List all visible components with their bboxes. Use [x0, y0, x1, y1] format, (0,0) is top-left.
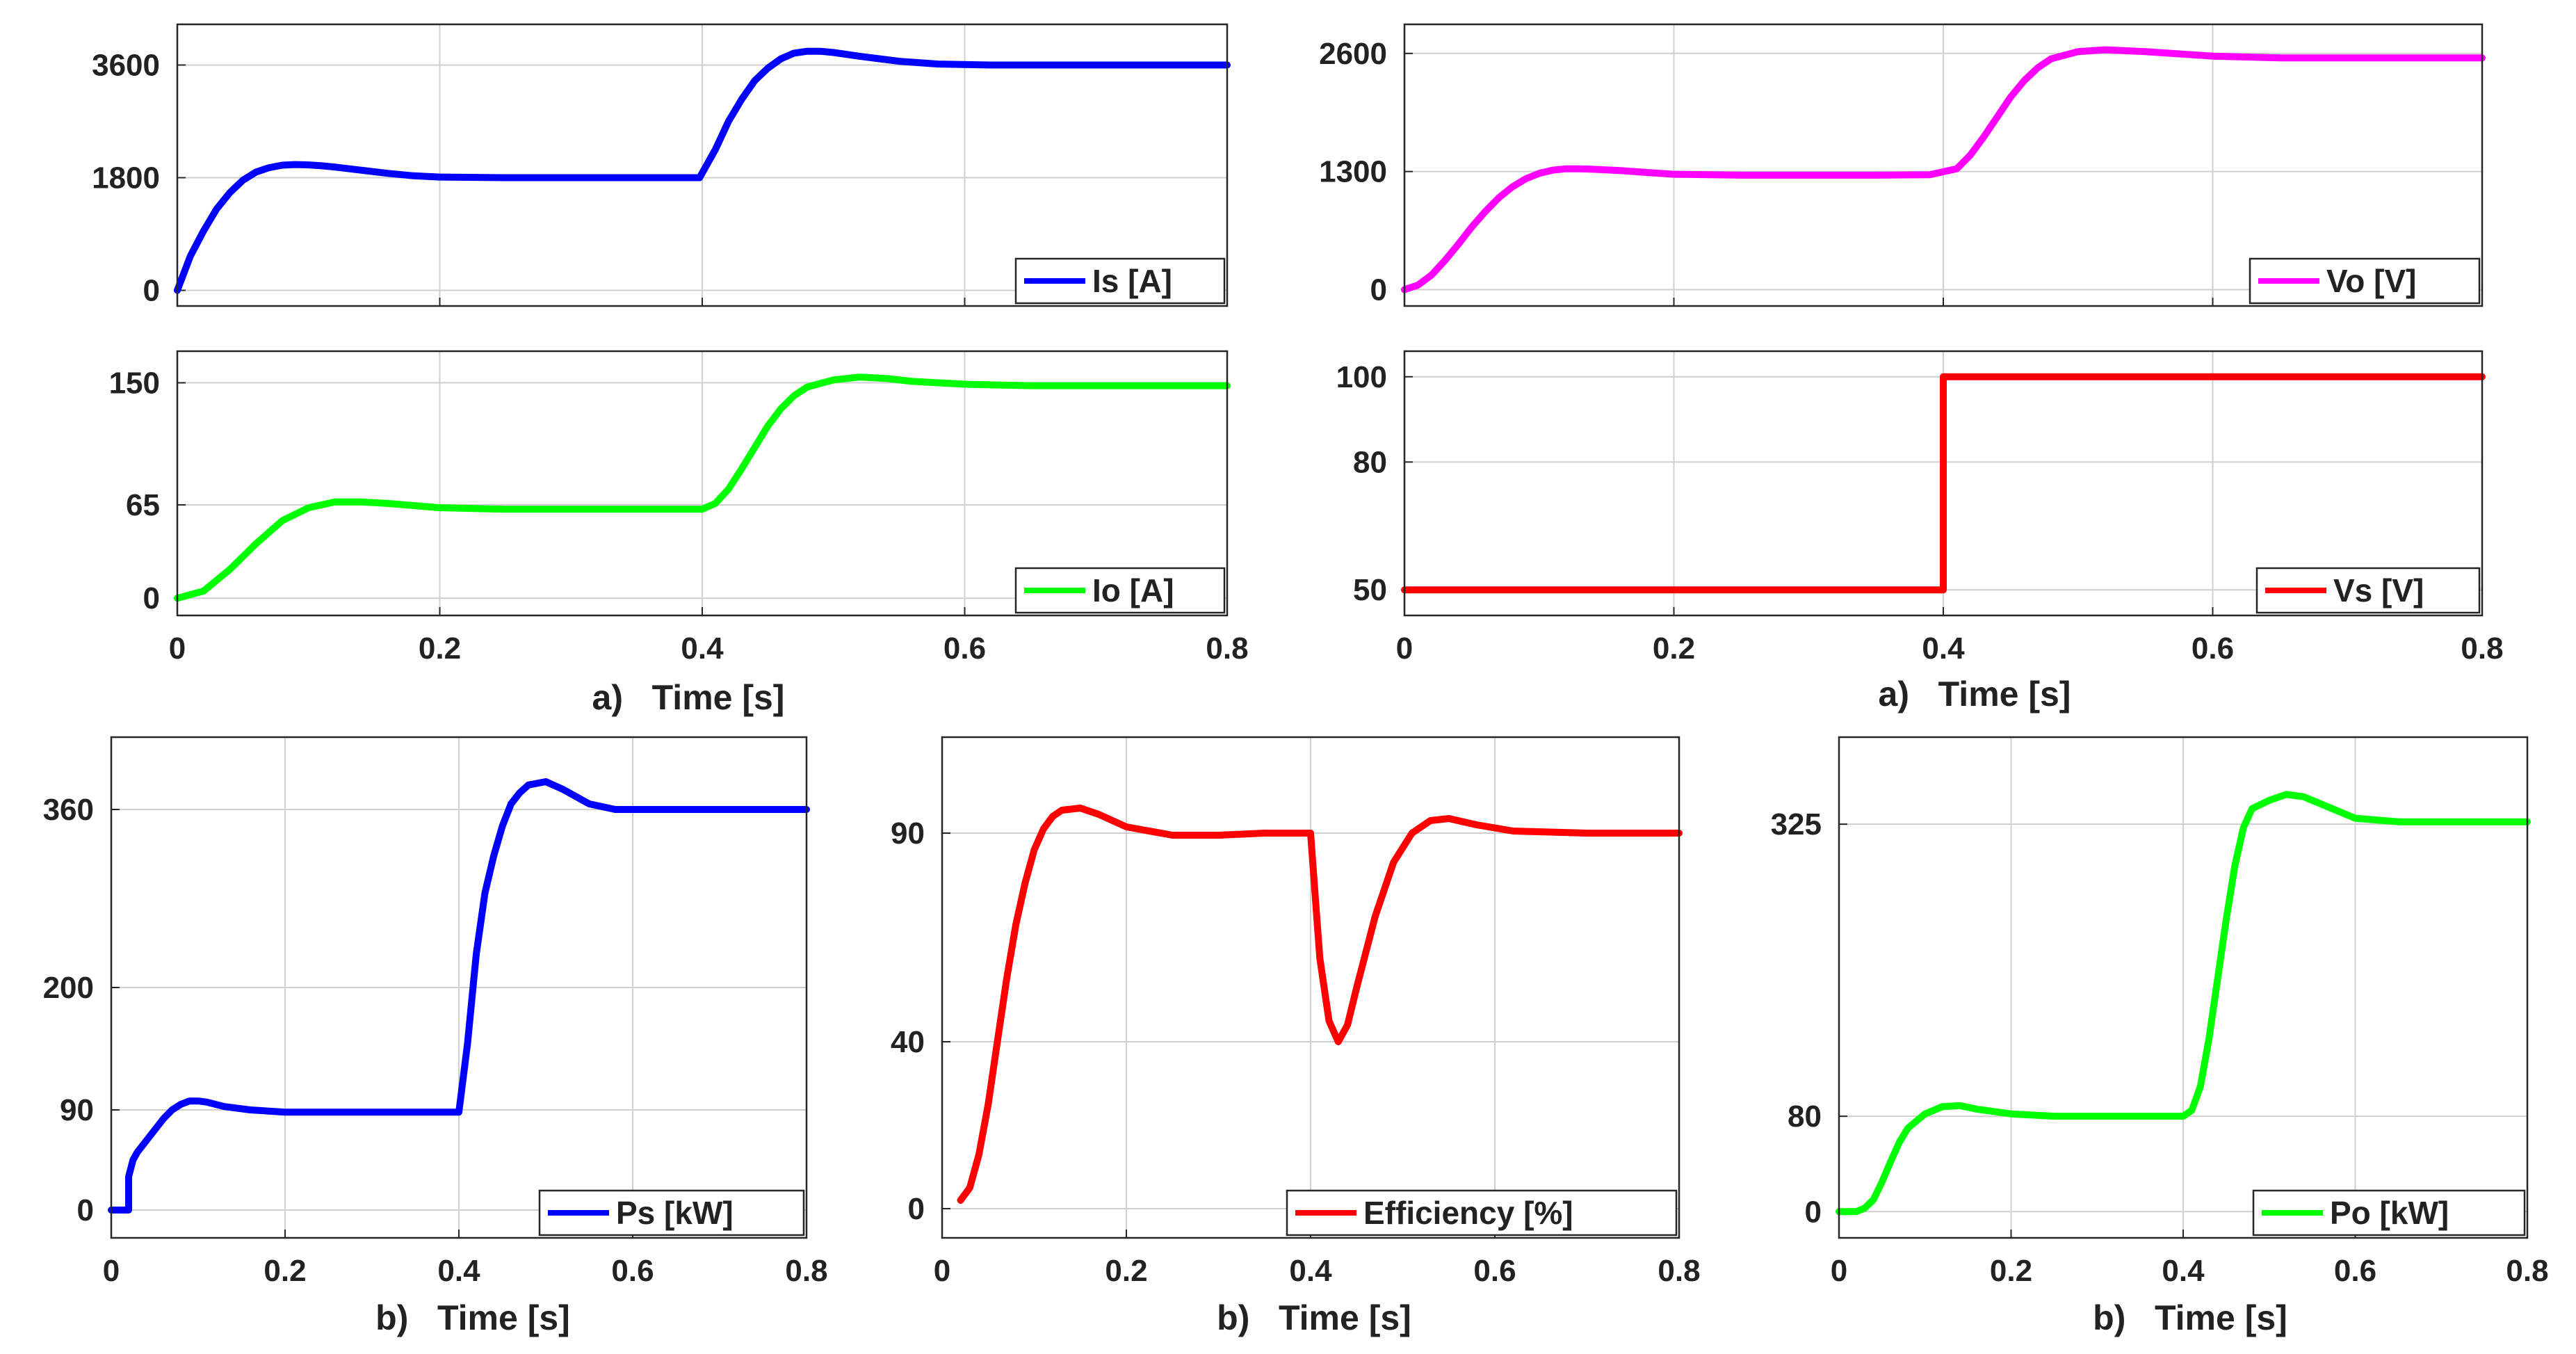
- caption-bottom-middle: b) Time [s]: [1217, 1298, 1411, 1337]
- caption-bottom-right: b) Time [s]: [2093, 1298, 2287, 1337]
- y-tick-label: 3600: [92, 49, 160, 83]
- legend: Efficiency [%]: [1286, 1189, 1678, 1236]
- y-tick-label: 200: [43, 971, 94, 1005]
- axes-frame: [941, 736, 1680, 1239]
- x-tick-label: 0.6: [1473, 1254, 1516, 1288]
- y-tick-label: 80: [1353, 445, 1387, 479]
- y-tick-label: 90: [60, 1093, 94, 1127]
- legend: Io [A]: [1014, 567, 1226, 614]
- legend: Vo [V]: [2249, 257, 2481, 305]
- series-line: [1401, 46, 2486, 293]
- legend-label: Po [kW]: [2330, 1195, 2449, 1231]
- y-tick-label: 40: [891, 1025, 925, 1059]
- series-line: [174, 47, 1231, 294]
- chart-po: 0 0.2 0.4 0.6 0.8 0 80 325 Po [kW]: [1771, 736, 2549, 1288]
- x-tick-label: 0.4: [437, 1254, 480, 1288]
- legend-label: Efficiency [%]: [1363, 1195, 1573, 1231]
- x-tick-label: 0.6: [2192, 631, 2234, 666]
- x-tick-label: 0.2: [1990, 1254, 2032, 1288]
- series-line: [957, 805, 1683, 1204]
- y-tick-label: 2600: [1319, 37, 1387, 71]
- x-tick-label: 0.2: [1105, 1254, 1147, 1288]
- axes-frame: [1403, 350, 2484, 617]
- y-tick-label: 325: [1771, 807, 1822, 841]
- y-tick-label: 0: [77, 1193, 94, 1227]
- x-tick-label: 0: [169, 631, 186, 666]
- y-tick-label: 65: [126, 488, 160, 522]
- chart-ps: 0 0.2 0.4 0.6 0.8 0 90 200 360 Ps [kW]: [43, 736, 828, 1288]
- axes-frame: [1838, 736, 2529, 1239]
- series-line: [1836, 791, 2531, 1216]
- x-tick-label: 0.6: [611, 1254, 654, 1288]
- x-tick-label: 0.8: [1658, 1254, 1700, 1288]
- legend-label: Vo [V]: [2326, 263, 2416, 299]
- x-tick-label: 0.4: [1922, 631, 1965, 666]
- chart-vs: 0 0.2 0.4 0.6 0.8 50 80 100 Vs [V]: [1336, 350, 2504, 666]
- y-tick-label: 90: [891, 816, 925, 851]
- x-tick-label: 0: [1831, 1254, 1847, 1288]
- chart-is: 0 1800 3600 Is [A]: [92, 23, 1231, 308]
- legend: Ps [kW]: [538, 1189, 805, 1236]
- x-tick-label: 0: [1396, 631, 1413, 666]
- series-line: [174, 373, 1231, 602]
- chart-vo: 0 1300 2600 Vo [V]: [1319, 23, 2486, 307]
- legend: Is [A]: [1014, 257, 1226, 305]
- axes-frame: [1403, 23, 2484, 307]
- series-line: [108, 778, 810, 1214]
- x-tick-label: 0: [934, 1254, 950, 1288]
- x-tick-label: 0.4: [1289, 1254, 1332, 1288]
- x-tick-label: 0.8: [2461, 631, 2503, 666]
- y-tick-label: 0: [143, 274, 160, 308]
- x-tick-label: 0.2: [264, 1254, 306, 1288]
- caption-bottom-left: b) Time [s]: [375, 1298, 570, 1337]
- y-tick-label: 1300: [1319, 155, 1387, 189]
- legend-label: Is [A]: [1092, 263, 1172, 299]
- x-tick-label: 0.4: [681, 631, 724, 666]
- y-tick-label: 150: [109, 366, 160, 400]
- y-tick-label: 0: [143, 581, 160, 615]
- legend-label: Ps [kW]: [616, 1195, 734, 1231]
- y-tick-label: 1800: [92, 161, 160, 195]
- y-tick-label: 100: [1336, 360, 1387, 394]
- legend-box: [2255, 567, 2481, 614]
- x-tick-label: 0.8: [785, 1254, 827, 1288]
- x-tick-label: 0: [103, 1254, 120, 1288]
- series-line: [1401, 373, 2486, 594]
- x-tick-label: 0.8: [2506, 1254, 2548, 1288]
- caption-top-right: a) Time [s]: [1879, 675, 2071, 714]
- axes-frame: [176, 350, 1229, 617]
- chart-io: 0 0.2 0.4 0.6 0.8 0 65 150 Io [A]: [109, 350, 1249, 666]
- y-tick-label: 360: [43, 793, 94, 827]
- chart-efficiency: 0 0.2 0.4 0.6 0.8 0 40 90 Efficiency [%]: [891, 736, 1701, 1288]
- caption-top-left: a) Time [s]: [592, 678, 785, 717]
- x-tick-label: 0.8: [1206, 631, 1248, 666]
- y-tick-label: 50: [1353, 573, 1387, 607]
- x-tick-label: 0.6: [2334, 1254, 2376, 1288]
- axes-frame: [110, 736, 808, 1239]
- x-tick-label: 0.4: [2162, 1254, 2205, 1288]
- legend: Vs [V]: [2255, 567, 2481, 614]
- x-tick-label: 0.6: [943, 631, 986, 666]
- legend-label: Vs [V]: [2333, 572, 2424, 609]
- legend-box: [1286, 1189, 1678, 1236]
- x-tick-label: 0.2: [419, 631, 461, 666]
- legend: Po [kW]: [2252, 1189, 2526, 1236]
- y-tick-label: 0: [1370, 273, 1387, 307]
- legend-label: Io [A]: [1092, 572, 1174, 609]
- y-tick-label: 0: [1805, 1195, 1822, 1229]
- axes-frame: [176, 23, 1229, 307]
- y-tick-label: 80: [1788, 1099, 1822, 1134]
- x-tick-label: 0.2: [1653, 631, 1695, 666]
- y-tick-label: 0: [908, 1192, 925, 1226]
